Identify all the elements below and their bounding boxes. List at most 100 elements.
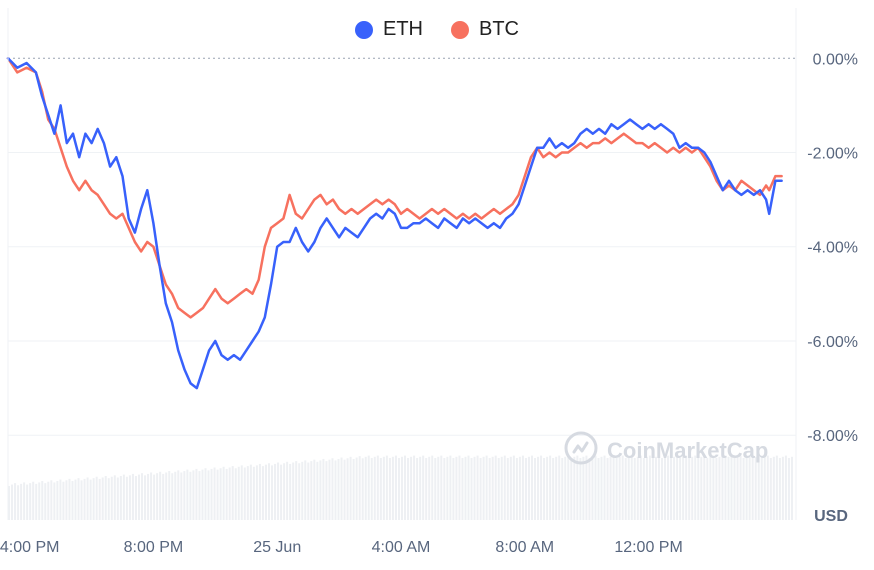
volume-bar: [694, 455, 697, 520]
volume-bar: [240, 465, 243, 520]
volume-bar: [419, 456, 422, 520]
legend-item-eth[interactable]: ETH: [355, 18, 423, 41]
volume-bar: [258, 463, 261, 520]
volume-bar: [325, 461, 328, 520]
volume-bar: [68, 478, 71, 520]
volume-bar: [748, 455, 751, 520]
volume-bar: [20, 483, 23, 520]
volume-bar: [165, 472, 168, 520]
volume-bar: [116, 477, 119, 520]
btc-series-marker: [451, 20, 469, 39]
volume-bar: [289, 463, 292, 520]
volume-bar: [416, 458, 419, 520]
volume-bar: [745, 456, 748, 520]
volume-bar: [515, 458, 518, 520]
volume-bar: [352, 458, 355, 520]
volume-bar: [71, 481, 74, 520]
volume-bar: [110, 476, 113, 520]
volume-bar: [733, 458, 736, 520]
legend-item-btc[interactable]: BTC: [451, 18, 519, 41]
volume-bar: [183, 471, 186, 520]
volume-bar: [760, 458, 763, 520]
volume-bar: [379, 458, 382, 520]
volume-bar: [246, 466, 249, 520]
volume-bar: [171, 473, 174, 520]
volume-bar: [730, 455, 733, 520]
volume-bar: [201, 469, 204, 520]
volume-bar: [727, 456, 730, 520]
volume-bar: [621, 455, 624, 520]
volume-bar: [461, 458, 464, 520]
volume-bar: [261, 466, 264, 520]
volume-bar: [576, 455, 579, 520]
volume-bar: [32, 481, 35, 520]
volume-bar: [47, 481, 50, 520]
volume-bar: [107, 478, 110, 520]
volume-bar: [724, 458, 727, 520]
volume-bar: [667, 455, 670, 520]
volume-bar: [274, 463, 277, 520]
y-tick-label: -4.00%: [807, 240, 858, 257]
volume-bar: [769, 458, 772, 520]
volume-bar: [313, 459, 316, 520]
volume-bar: [44, 483, 47, 520]
volume-bar: [742, 458, 745, 520]
volume-bar: [228, 467, 231, 520]
volume-bar: [564, 456, 567, 520]
volume-bar: [89, 479, 92, 520]
volume-bar: [660, 458, 663, 520]
volume-bar: [222, 466, 225, 520]
volume-bar: [38, 482, 41, 520]
volume-bar: [685, 455, 688, 520]
x-axis-ticks: 4:00 PM 8:00 PM 25 Jun 4:00 AM 8:00 AM 12:00 …: [0, 539, 683, 556]
volume-bar: [452, 458, 455, 520]
volume-bar: [718, 456, 721, 520]
volume-bar: [754, 456, 757, 520]
volume-bar: [648, 455, 651, 520]
volume-bar: [62, 481, 65, 520]
volume-bar: [485, 455, 488, 520]
volume-bar: [41, 480, 44, 520]
volume-bar: [385, 455, 388, 520]
volume-bar: [174, 471, 177, 520]
volume-bar: [636, 456, 639, 520]
volume-bar: [292, 462, 295, 520]
volume-bar: [255, 465, 258, 520]
volume-bar: [778, 458, 781, 520]
volume-bar: [467, 455, 470, 520]
volume-bar: [234, 468, 237, 520]
x-tick-label: 25 Jun: [253, 539, 301, 556]
volume-bar: [364, 456, 367, 520]
volume-bar: [346, 458, 349, 520]
x-tick-label: 12:00 PM: [614, 539, 682, 556]
volume-bar: [491, 456, 494, 520]
volume-bar: [703, 455, 706, 520]
volume-bar: [521, 455, 524, 520]
volume-bar: [497, 458, 500, 520]
volume-bar: [252, 466, 255, 520]
volume-bar: [8, 486, 10, 520]
volume-bar: [751, 458, 754, 520]
volume-bar: [500, 456, 503, 520]
volume-bar: [549, 455, 552, 520]
volume-bar: [322, 458, 325, 520]
legend-label-btc: BTC: [479, 18, 519, 40]
volume-bar: [657, 455, 660, 520]
volume-bar: [119, 476, 122, 520]
volume-bar: [790, 456, 793, 520]
volume-bars: [8, 455, 793, 520]
volume-bar: [249, 464, 252, 520]
volume-bar: [53, 482, 56, 520]
volume-bar: [582, 456, 585, 520]
volume-bar: [664, 456, 667, 520]
volume-bar: [343, 459, 346, 520]
volume-bar: [585, 455, 588, 520]
y-tick-label: -2.00%: [807, 146, 858, 163]
volume-bar: [131, 473, 134, 520]
volume-bar: [11, 484, 14, 520]
volume-bar: [633, 458, 636, 520]
volume-bar: [600, 456, 603, 520]
volume-bar: [543, 458, 546, 520]
volume-bar: [243, 467, 246, 520]
currency-label: USD: [814, 508, 848, 525]
